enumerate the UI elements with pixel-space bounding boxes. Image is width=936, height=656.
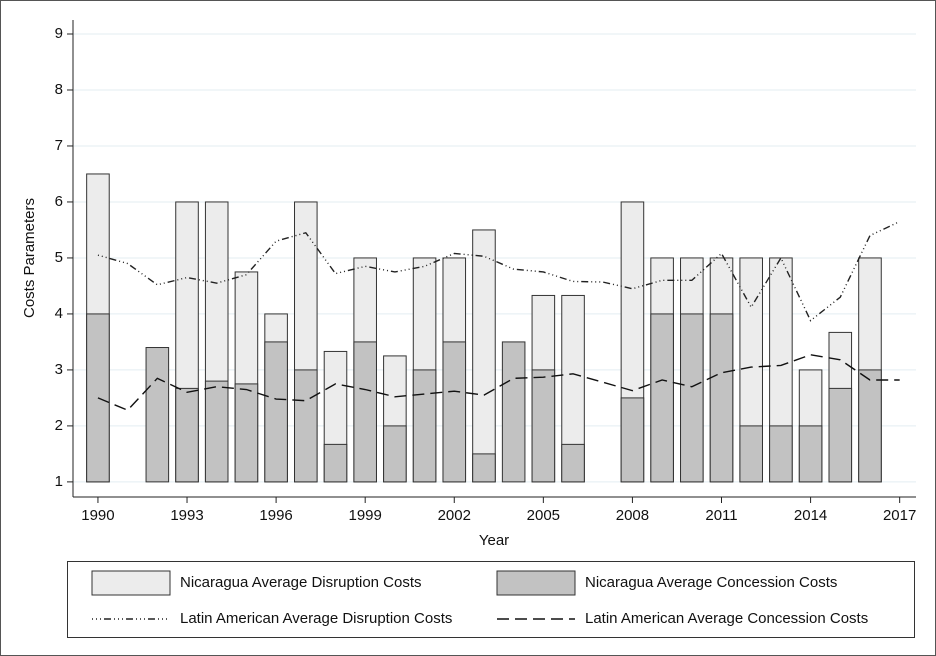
bar: [264, 341, 288, 483]
bar: [531, 369, 556, 483]
y-tick-label: 8: [55, 81, 63, 98]
bar: [561, 443, 585, 483]
y-tick-label: 6: [55, 193, 63, 210]
bar: [501, 341, 526, 483]
bar: [620, 397, 645, 483]
x-tick-label: 1996: [259, 507, 292, 524]
y-tick-label: 2: [55, 417, 63, 434]
x-tick-label: 1990: [81, 507, 114, 524]
x-tick-label: 1993: [170, 507, 203, 524]
bar: [650, 313, 674, 483]
legend-label: Nicaragua Average Concession Costs: [585, 574, 837, 591]
bar: [353, 341, 377, 483]
bar: [145, 347, 170, 483]
bar: [472, 229, 496, 483]
x-tick-label: 2005: [527, 507, 560, 524]
bar: [323, 443, 348, 483]
y-tick-label: 1: [55, 473, 63, 490]
bar: [412, 369, 437, 483]
legend-swatch: [496, 570, 576, 596]
y-tick-label: 4: [55, 305, 63, 322]
bar: [86, 313, 110, 483]
x-tick-label: 2008: [616, 507, 649, 524]
x-tick-label: 2002: [438, 507, 471, 524]
legend-label: Nicaragua Average Disruption Costs: [180, 574, 422, 591]
x-tick-label: 2014: [794, 507, 827, 524]
bar: [798, 425, 823, 483]
line: [97, 220, 900, 322]
y-tick-label: 5: [55, 249, 63, 266]
legend-label: Latin American Average Disruption Costs: [180, 610, 452, 627]
bar: [383, 425, 407, 483]
x-tick-label: 2011: [705, 507, 737, 524]
bar: [709, 313, 734, 483]
y-tick-label: 9: [55, 25, 63, 42]
bar: [739, 425, 763, 483]
bar: [234, 383, 259, 483]
bar: [175, 387, 199, 483]
bar: [442, 341, 467, 483]
legend-swatch: [91, 570, 171, 596]
legend-label: Latin American Average Concession Costs: [585, 610, 868, 627]
bar: [472, 453, 496, 483]
legend: [67, 561, 915, 638]
bar: [294, 369, 318, 483]
line: [97, 354, 900, 412]
bar: [769, 425, 793, 483]
y-tick-label: 7: [55, 137, 63, 154]
bar: [828, 387, 853, 483]
bar: [680, 313, 704, 483]
x-tick-label: 2017: [883, 507, 916, 524]
x-tick-label: 1999: [348, 507, 381, 524]
bar: [204, 380, 229, 483]
y-axis-label: Costs Parameters: [21, 198, 38, 318]
y-tick-label: 3: [55, 361, 63, 378]
bar: [858, 369, 882, 483]
x-axis-label: Year: [479, 532, 509, 549]
